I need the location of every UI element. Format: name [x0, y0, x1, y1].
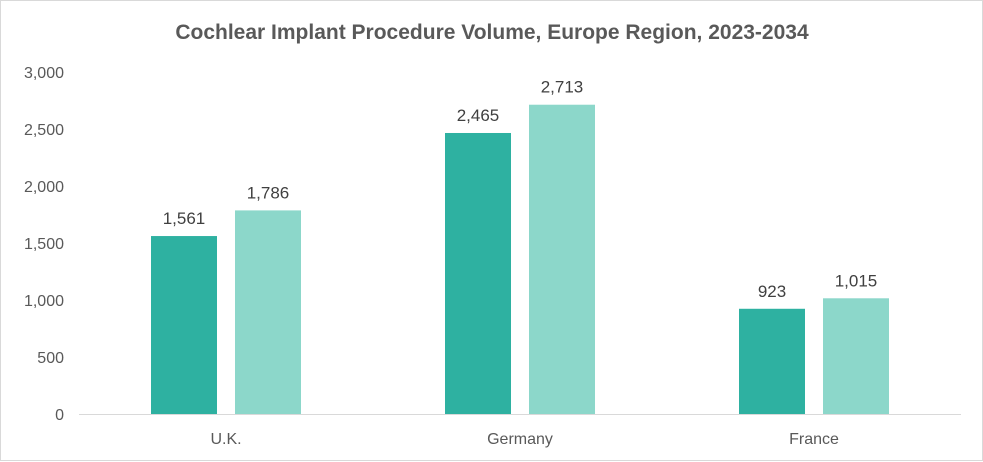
y-tick-label: 1,500 [24, 236, 64, 253]
bar [823, 298, 889, 414]
y-tick-label: 2,500 [24, 122, 64, 139]
bar [235, 210, 301, 414]
data-label: 1,786 [247, 183, 290, 202]
x-tick-label: U.K. [210, 431, 241, 448]
bar [529, 104, 595, 414]
y-tick-label: 500 [37, 350, 64, 367]
y-tick-label: 2,000 [24, 179, 64, 196]
data-label: 1,015 [835, 271, 878, 290]
y-tick-label: 0 [55, 407, 64, 424]
data-label: 1,561 [163, 209, 206, 228]
y-tick-label: 3,000 [24, 65, 64, 82]
bar [739, 308, 805, 414]
x-tick-label: Germany [487, 431, 553, 448]
data-label: 2,465 [457, 106, 500, 125]
bar [445, 132, 511, 415]
bar [151, 236, 217, 414]
x-tick-label: France [789, 431, 839, 448]
data-label: 2,713 [541, 78, 584, 97]
y-tick-label: 1,000 [24, 293, 64, 310]
data-label: 923 [758, 282, 786, 301]
chart-title: Cochlear Implant Procedure Volume, Europ… [175, 21, 809, 44]
